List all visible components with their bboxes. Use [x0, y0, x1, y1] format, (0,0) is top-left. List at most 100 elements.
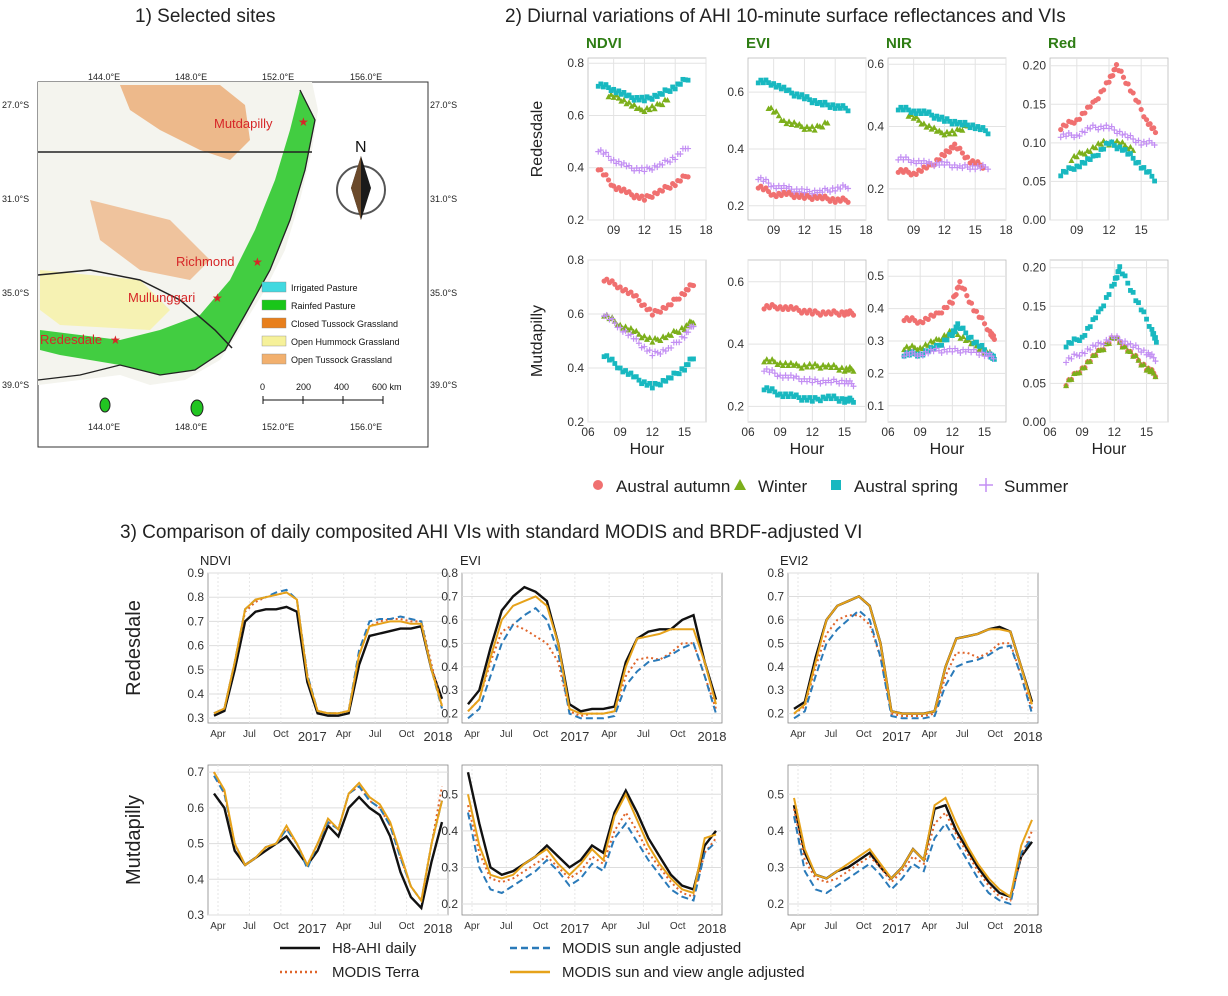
row-label-mutdapilly: Mutdapilly: [529, 305, 546, 377]
xtick-label: 12: [1108, 425, 1122, 439]
composite-panel-0-2: 0.2 0.3 0.4 0.5 0.6 0.7 0.8 Apr Jul Oct 2017 Apr Jul…: [767, 566, 1042, 744]
series-austral-spring: [595, 76, 691, 104]
data-point: [660, 378, 666, 383]
xtick-label: Apr: [464, 921, 480, 932]
data-point: [641, 332, 648, 339]
xtick-label: Apr: [601, 729, 617, 740]
data-point: [798, 185, 805, 192]
data-point: [1113, 62, 1120, 68]
series-winter: [905, 111, 971, 138]
data-point: [1140, 347, 1147, 354]
data-point: [1085, 325, 1090, 331]
data-point: [977, 127, 983, 133]
lon-top-4: 156.0°E: [350, 72, 382, 82]
xtick-label: 06: [1043, 425, 1057, 439]
data-point: [791, 119, 798, 125]
series-line-modis-sun-and-view-angle-adjusted: [793, 595, 1033, 715]
data-point: [641, 108, 648, 115]
data-point: [971, 340, 977, 346]
ytick-label: 0.2: [867, 366, 884, 380]
xtick-label: 18: [699, 223, 713, 237]
legend-item-austral-spring: Austral spring: [831, 477, 958, 496]
ytick-label: 0.4: [441, 824, 458, 838]
ytick-label: 0.3: [441, 683, 458, 697]
data-point: [672, 182, 678, 189]
data-point: [628, 103, 635, 109]
data-point: [823, 396, 829, 402]
data-point: [1135, 137, 1142, 144]
xtick-label: Jul: [369, 729, 382, 740]
data-point: [774, 373, 781, 380]
col-title-evi: EVI: [746, 35, 770, 52]
ytick-label: 0.3: [441, 860, 458, 874]
data-point: [840, 103, 846, 108]
series-line-modis-sun-and-view-angle-adjusted: [467, 791, 717, 895]
data-point: [668, 302, 674, 308]
ytick-label: 0.6: [567, 307, 584, 321]
data-point: [804, 378, 810, 385]
data-point: [1130, 155, 1136, 161]
scale-0: 0: [260, 382, 265, 392]
data-point: [801, 375, 808, 382]
data-point: [923, 124, 930, 130]
data-point: [649, 194, 655, 200]
data-point: [957, 349, 964, 356]
data-point: [809, 190, 816, 197]
diurnal-panel-1-3: 0.00 0.05 0.10 0.15 0.20 06 09 12 15 Hour: [1023, 259, 1169, 458]
col-title-nir: NIR: [886, 35, 912, 52]
data-point: [845, 199, 851, 205]
data-point: [952, 329, 958, 335]
ytick-label: 0.7: [187, 765, 204, 779]
data-point: [647, 95, 652, 101]
data-point: [625, 332, 632, 339]
ytick-label: 0.2: [441, 897, 458, 911]
xtick-label: Oct: [533, 729, 549, 740]
legend-label: MODIS sun angle adjusted: [562, 940, 741, 957]
data-point: [831, 393, 837, 399]
data-point: [1068, 157, 1075, 163]
data-point: [952, 118, 958, 124]
data-point: [1077, 164, 1082, 170]
xtick-label: 09: [907, 223, 921, 237]
data-point: [1084, 124, 1091, 131]
data-point: [1125, 81, 1131, 87]
series-winter: [761, 356, 857, 374]
data-point: [1127, 348, 1134, 354]
data-point: [608, 88, 614, 94]
data-point: [757, 174, 764, 181]
data-point: [1117, 264, 1123, 270]
legend-item-modis-terra: MODIS Terra: [280, 964, 420, 981]
data-point: [609, 356, 615, 362]
lat-right-3: 35.0°S: [430, 288, 457, 298]
data-point: [828, 396, 834, 402]
data-point: [1057, 134, 1064, 141]
data-point: [1153, 335, 1158, 340]
data-point: [850, 312, 857, 318]
data-point: [1144, 316, 1149, 322]
data-point: [807, 307, 813, 313]
lat-left-4: 39.0°S: [2, 380, 29, 390]
data-point: [677, 81, 683, 87]
legend-swatch-open-tussock: [261, 353, 287, 365]
data-point: [622, 323, 629, 329]
data-point: [606, 316, 613, 323]
data-point: [949, 333, 955, 338]
data-point: [812, 395, 818, 400]
data-point: [1106, 79, 1112, 85]
data-point: [973, 308, 980, 314]
ytick-label: 0.6: [187, 801, 204, 815]
data-point: [968, 334, 974, 340]
legend-label: Austral spring: [854, 477, 958, 496]
xtick-label: Jul: [637, 921, 650, 932]
data-point: [920, 320, 926, 326]
data-point: [631, 374, 636, 380]
xtick-label: 2017: [882, 921, 911, 936]
xtick-label: Oct: [399, 921, 415, 932]
data-point: [941, 337, 947, 343]
data-point: [607, 357, 612, 363]
data-point: [765, 180, 772, 187]
diurnal-panel-1-2: 0.1 0.2 0.3 0.4 0.5 06 09 12 15 Hour: [867, 259, 1007, 458]
xtick-label: 2017: [882, 729, 911, 744]
data-point: [925, 316, 931, 322]
section3-title: 3) Comparison of daily composited AHI VI…: [120, 522, 863, 543]
